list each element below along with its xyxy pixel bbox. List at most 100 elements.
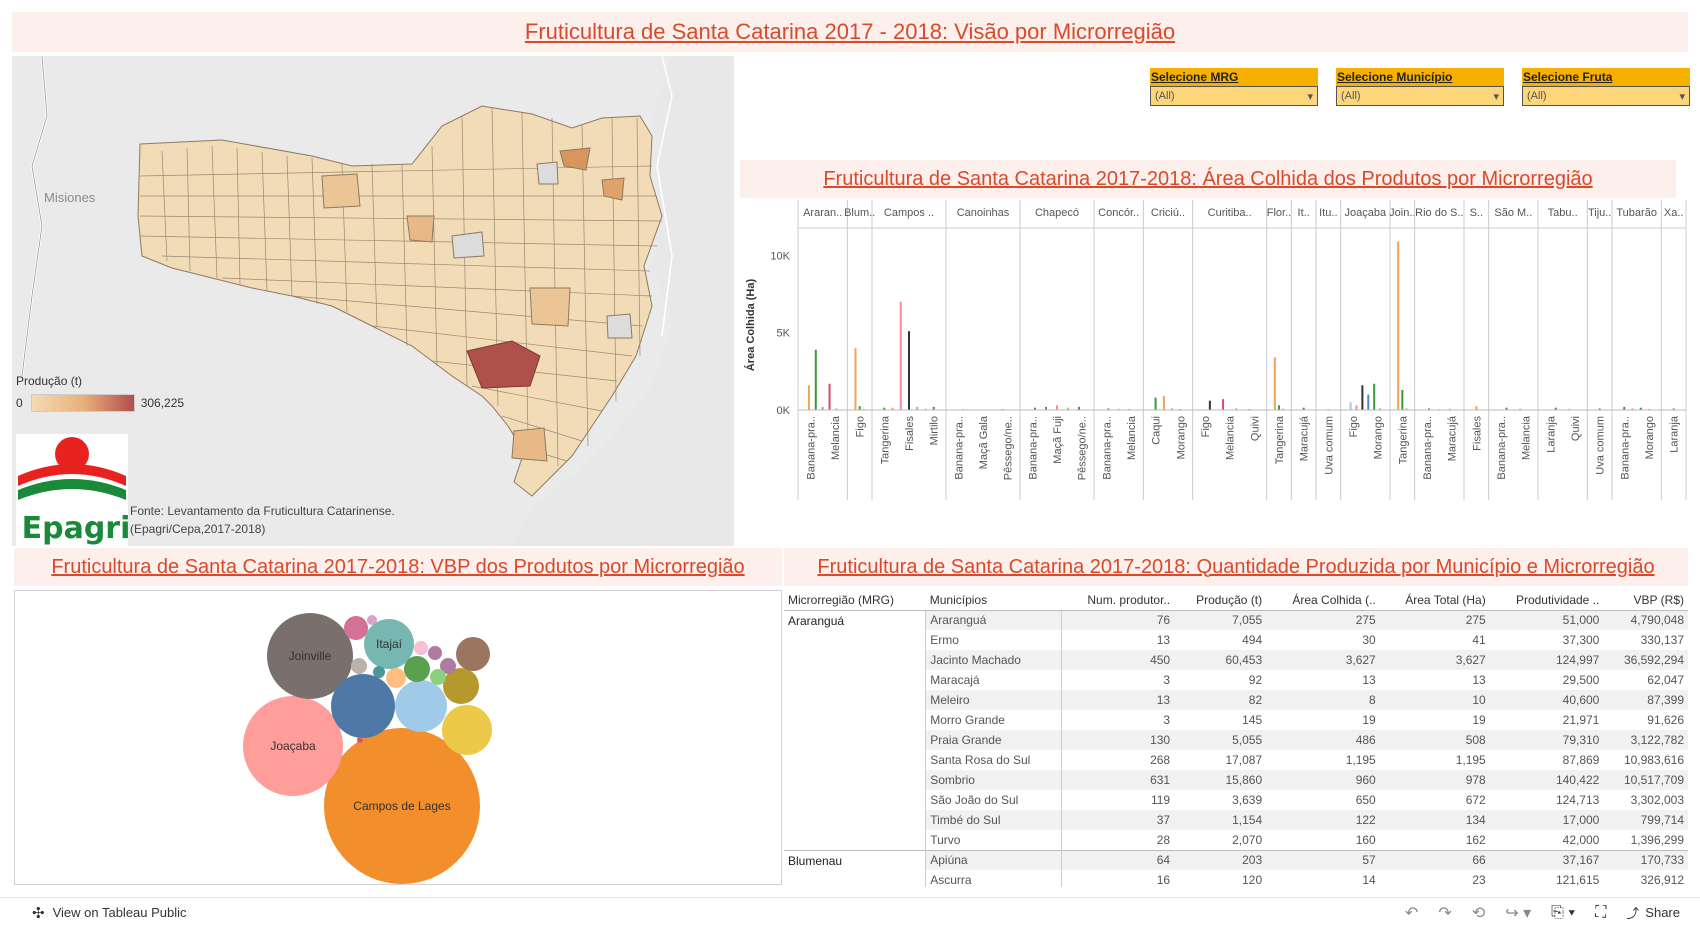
bar[interactable] — [1078, 406, 1080, 410]
filter-mrg[interactable]: Selecione MRG (All) ▾ — [1150, 68, 1318, 106]
table-row[interactable]: São João do Sul 119 3,639 650 672 124,713 3,30… — [784, 790, 1688, 810]
undo-icon[interactable]: ↶ — [1405, 904, 1419, 922]
bar[interactable] — [1117, 408, 1120, 410]
table-header[interactable]: VBP (R$) — [1603, 590, 1688, 611]
view-on-tableau-link[interactable]: ✣ View on Tableau Public — [32, 904, 187, 922]
bubble[interactable] — [428, 646, 442, 660]
bar[interactable] — [1428, 408, 1430, 410]
bar[interactable] — [1067, 407, 1069, 410]
bar[interactable] — [924, 408, 927, 410]
table-row[interactable]: Maracajá 3 92 13 13 29,500 62,047 — [784, 670, 1688, 690]
bar[interactable] — [1302, 407, 1305, 410]
bubble[interactable] — [267, 613, 353, 699]
bar[interactable] — [1505, 407, 1508, 410]
bubble[interactable] — [456, 637, 490, 671]
qty-table-title[interactable]: Fruticultura de Santa Catarina 2017-2018… — [817, 555, 1655, 578]
bar[interactable] — [1448, 408, 1451, 410]
bar[interactable] — [858, 406, 861, 410]
vbp-chart-title[interactable]: Fruticultura de Santa Catarina 2017-2018… — [51, 555, 745, 578]
share-button[interactable]: ⤴ Share — [1626, 903, 1680, 922]
bar[interactable] — [1278, 405, 1280, 410]
bar[interactable] — [1639, 407, 1642, 410]
area-chart-title[interactable]: Fruticultura de Santa Catarina 2017-2018… — [823, 167, 1593, 190]
vbp-bubble-chart[interactable]: Campos de Lages Joaçaba Joinville Itajaí — [14, 590, 782, 885]
bar[interactable] — [899, 301, 902, 410]
bubble[interactable] — [442, 705, 492, 755]
bar[interactable] — [1045, 406, 1047, 410]
map-panel[interactable]: Misiones Produção (t) 0 306,225 Epagri F… — [12, 56, 734, 546]
bubble[interactable] — [324, 728, 480, 884]
table-row[interactable]: Sombrio 631 15,860 960 978 140,422 10,517,709 — [784, 770, 1688, 790]
table-row[interactable]: Turvo 28 2,070 160 162 42,000 1,396,299 — [784, 830, 1688, 850]
bar[interactable] — [1349, 402, 1352, 410]
redo-icon[interactable]: ↷ — [1438, 904, 1452, 922]
bar[interactable] — [854, 348, 857, 410]
table-header[interactable]: Produtividade .. — [1489, 590, 1604, 611]
table-header[interactable]: Num. produtor.. — [1061, 590, 1175, 611]
bubble[interactable] — [414, 641, 428, 655]
table-row[interactable]: Timbé do Sul 37 1,154 122 134 17,000 799,714 — [784, 810, 1688, 830]
bar[interactable] — [1222, 399, 1225, 410]
table-row[interactable]: Morro Grande 3 145 19 19 21,971 91,626 — [784, 710, 1688, 730]
filter-mrg-select[interactable]: (All) ▾ — [1150, 86, 1318, 106]
bar[interactable] — [883, 407, 886, 410]
table-header[interactable]: Área Total (Ha) — [1379, 590, 1490, 611]
filter-municipio[interactable]: Selecione Município (All) ▾ — [1336, 68, 1504, 106]
table-row[interactable]: Meleiro 13 82 8 10 40,600 87,399 — [784, 690, 1688, 710]
bar[interactable] — [1519, 408, 1522, 410]
table-row[interactable]: Ermo 13 494 30 41 37,300 330,137 — [784, 630, 1688, 650]
bar[interactable] — [828, 383, 831, 410]
bar[interactable] — [1282, 408, 1285, 410]
bar[interactable] — [908, 331, 910, 410]
bar[interactable] — [821, 406, 824, 410]
bar[interactable] — [1154, 397, 1157, 410]
revert-icon[interactable]: ⟲ — [1471, 904, 1486, 922]
bar[interactable] — [1475, 406, 1478, 410]
filter-municipio-select[interactable]: (All) ▾ — [1336, 86, 1504, 106]
bubble[interactable] — [373, 666, 385, 678]
bar[interactable] — [1401, 389, 1404, 410]
bar[interactable] — [835, 408, 838, 410]
filter-fruta-select[interactable]: (All) ▾ — [1522, 86, 1690, 106]
qty-table[interactable]: Microrregião (MRG) Municípios Num. produto… — [784, 590, 1688, 887]
filter-fruta[interactable]: Selecione Fruta (All) ▾ — [1522, 68, 1690, 106]
refresh-icon[interactable]: ↪ ▾ — [1505, 904, 1532, 922]
dashboard-title[interactable]: Fruticultura de Santa Catarina 2017 - 20… — [524, 19, 1176, 44]
table-row[interactable]: Praia Grande 130 5,055 486 508 79,310 3,122,78… — [784, 730, 1688, 750]
bar[interactable] — [891, 407, 894, 410]
bar[interactable] — [1171, 408, 1174, 410]
table-row[interactable]: Ascurra 16 120 14 23 121,615 326,912 — [784, 870, 1688, 887]
table-header[interactable]: Produção (t) — [1174, 590, 1267, 611]
table-header[interactable]: Área Colhida (.. — [1266, 590, 1380, 611]
bar[interactable] — [1631, 408, 1634, 410]
bubble[interactable] — [364, 619, 414, 669]
bar[interactable] — [1568, 408, 1571, 410]
bar[interactable] — [1235, 408, 1238, 410]
bar[interactable] — [1623, 406, 1626, 410]
table-header[interactable]: Municípios — [925, 590, 1062, 611]
bar[interactable] — [1107, 408, 1110, 410]
bubble[interactable] — [395, 680, 447, 732]
bubble[interactable] — [331, 674, 395, 738]
area-bar-chart[interactable]: Área Colhida (Ha) 0K 5K 10K Araran.. Banana-p… — [740, 200, 1688, 546]
table-header[interactable]: Microrregião (MRG) — [784, 590, 926, 611]
table-row[interactable]: Jacinto Machado 450 60,453 3,627 3,627 124,99… — [784, 650, 1688, 670]
bubble[interactable] — [367, 615, 377, 625]
bubble[interactable] — [386, 668, 406, 688]
bar[interactable] — [1162, 396, 1165, 410]
bar[interactable] — [1405, 408, 1408, 410]
table-row[interactable]: Araranguá Araranguá 76 7,055 275 275 51,000 4,7… — [784, 609, 1688, 850]
fullscreen-icon[interactable]: ⛶ — [1595, 903, 1607, 921]
bar[interactable] — [1379, 408, 1382, 410]
bubble[interactable] — [357, 737, 363, 743]
bar[interactable] — [916, 406, 919, 410]
bar[interactable] — [1208, 400, 1211, 410]
bubble[interactable] — [440, 658, 456, 674]
bar[interactable] — [1355, 405, 1358, 410]
bubble[interactable] — [430, 669, 446, 685]
bubble[interactable] — [351, 658, 367, 674]
table-row[interactable]: Santa Rosa do Sul 268 17,087 1,195 1,195 87,8… — [784, 750, 1688, 770]
map-svg[interactable] — [12, 56, 734, 546]
bar[interactable] — [932, 406, 935, 410]
bar[interactable] — [814, 349, 817, 410]
